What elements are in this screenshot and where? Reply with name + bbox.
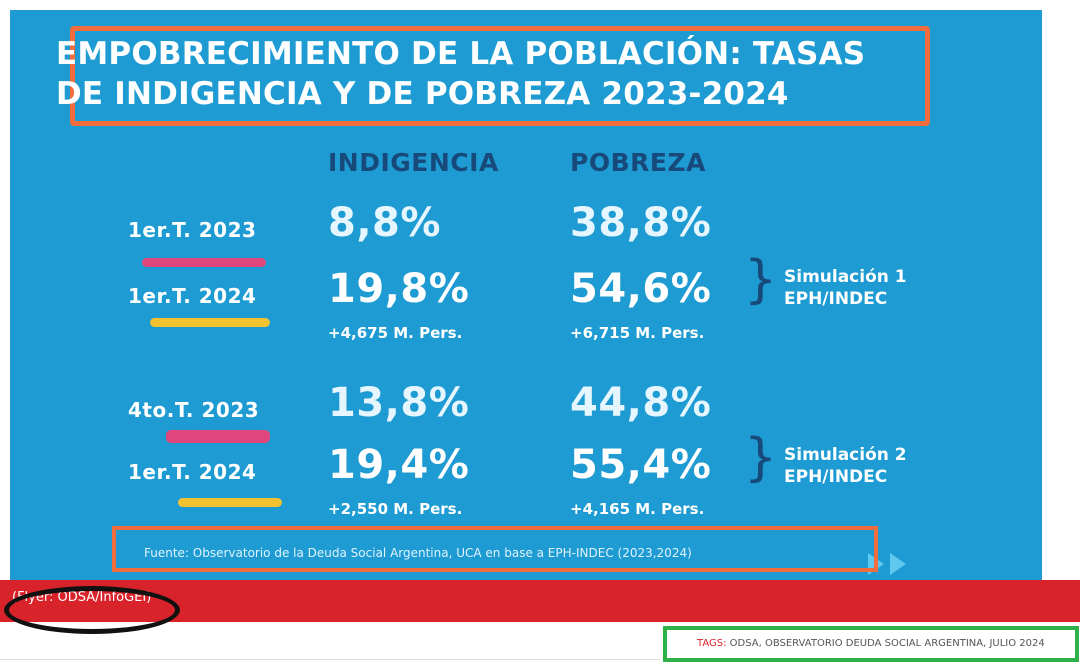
flyer-image: EMPOBRECIMIENTO DE LA POBLACIÓN: TASAS D…	[10, 10, 1042, 580]
pink-underline	[166, 430, 270, 443]
period-label: 1er.T. 2024	[128, 460, 257, 484]
caption-band	[0, 580, 1080, 622]
indigencia-value: 19,4%	[328, 442, 470, 488]
simulation-label: Simulación 1 EPH/INDEC	[784, 266, 907, 310]
pobreza-value: 55,4%	[570, 442, 712, 488]
yellow-underline	[150, 318, 270, 327]
pink-underline	[142, 258, 266, 267]
flyer-title: EMPOBRECIMIENTO DE LA POBLACIÓN: TASAS D…	[56, 36, 866, 112]
column-header-pobreza: POBREZA	[570, 148, 706, 177]
simulation-label: Simulación 2 EPH/INDEC	[784, 444, 907, 488]
pobreza-delta: +4,165 M. Pers.	[570, 500, 705, 518]
tags-value[interactable]: ODSA, OBSERVATORIO DEUDA SOCIAL ARGENTIN…	[729, 638, 1045, 649]
brace-icon: }	[744, 250, 778, 310]
indigencia-value: 8,8%	[328, 200, 441, 246]
tags-highlight-box	[663, 626, 1079, 662]
pobreza-delta: +6,715 M. Pers.	[570, 324, 705, 342]
source-text: Fuente: Observatorio de la Deuda Social …	[144, 546, 692, 560]
brace-icon: }	[744, 428, 778, 488]
pobreza-value: 38,8%	[570, 200, 712, 246]
divider	[0, 659, 660, 660]
period-label: 1er.T. 2024	[128, 284, 257, 308]
arrow-icon	[890, 553, 906, 575]
column-header-indigencia: INDIGENCIA	[328, 148, 499, 177]
indigencia-delta: +2,550 M. Pers.	[328, 500, 463, 518]
pobreza-value: 54,6%	[570, 266, 712, 312]
period-label: 4to.T. 2023	[128, 398, 260, 422]
title-highlight-box	[70, 26, 930, 126]
tags-label: TAGS:	[697, 638, 727, 649]
simulation-name: Simulación 2	[784, 445, 907, 465]
credit-highlight-ellipse	[4, 586, 180, 634]
source-highlight-box	[112, 526, 878, 572]
simulation-source: EPH/INDEC	[784, 289, 888, 309]
indigencia-value: 13,8%	[328, 380, 470, 426]
simulation-source: EPH/INDEC	[784, 467, 888, 487]
simulation-name: Simulación 1	[784, 267, 907, 287]
indigencia-delta: +4,675 M. Pers.	[328, 324, 463, 342]
pobreza-value: 44,8%	[570, 380, 712, 426]
tags-line: TAGS: ODSA, OBSERVATORIO DEUDA SOCIAL AR…	[697, 638, 1045, 649]
indigencia-value: 19,8%	[328, 266, 470, 312]
period-label: 1er.T. 2023	[128, 218, 257, 242]
yellow-underline	[178, 498, 282, 507]
